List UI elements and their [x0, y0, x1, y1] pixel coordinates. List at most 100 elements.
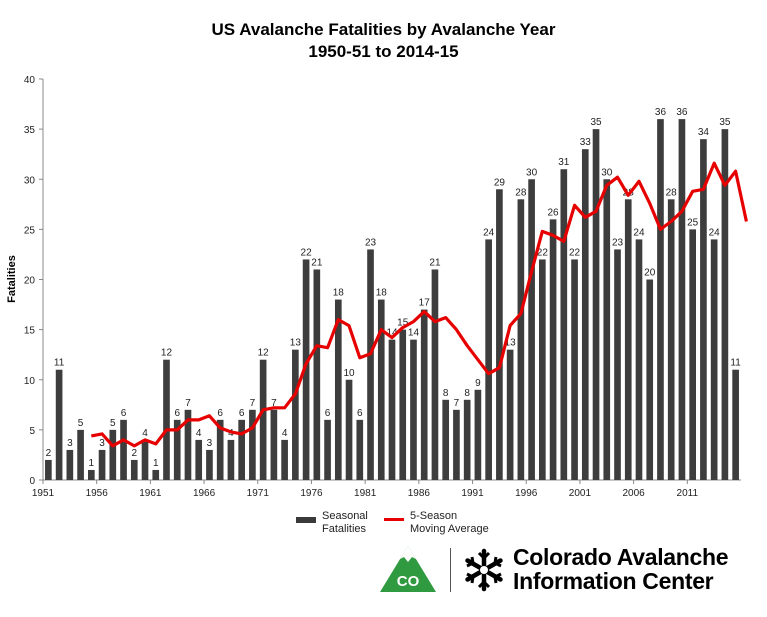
snowflake-icon	[465, 548, 503, 592]
bar-data-label: 5	[110, 418, 116, 429]
y-tick-label: 10	[24, 376, 36, 387]
bar-data-label: 24	[633, 227, 645, 238]
bar	[560, 169, 568, 480]
org-name-line1: Colorado Avalanche	[513, 544, 729, 570]
bar	[485, 239, 492, 480]
org-name-line2: Information Center	[513, 568, 714, 594]
bar-data-label: 20	[644, 268, 656, 279]
bar-data-label: 24	[709, 227, 721, 238]
logo-divider	[450, 548, 451, 592]
x-tick-label: 1996	[515, 488, 538, 499]
bar	[624, 199, 632, 481]
y-tick-label: 0	[29, 476, 35, 487]
bar	[700, 139, 707, 480]
bar-data-label: 35	[590, 117, 602, 128]
bar	[528, 179, 535, 480]
legend-line-label-line1: 5-Season	[410, 510, 458, 522]
x-tick-label: 1981	[354, 488, 377, 499]
chart-title: US Avalanche Fatalities by Avalanche Yea…	[211, 20, 556, 39]
bar	[646, 279, 654, 480]
bar	[216, 419, 224, 480]
caic-logo: CO Colorado Avalanche Information Center	[378, 544, 758, 594]
y-tick-label: 35	[24, 125, 36, 136]
bar-data-label: 17	[419, 298, 431, 309]
bar-data-label: 15	[397, 318, 409, 329]
bar	[367, 249, 374, 480]
x-tick-label: 1986	[408, 488, 431, 499]
bar-data-label: 28	[515, 187, 527, 198]
bar-data-label: 28	[666, 187, 678, 198]
bar	[410, 339, 417, 480]
legend-line-label-line2: Moving Average	[410, 523, 489, 535]
bar	[657, 119, 664, 480]
bar-data-label: 31	[558, 157, 570, 168]
x-tick-label: 1976	[300, 488, 323, 499]
bar-data-label: 18	[376, 288, 388, 299]
bar	[689, 229, 697, 480]
x-tick-label: 1991	[461, 488, 484, 499]
bar	[66, 449, 74, 480]
legend-line-swatch	[384, 518, 404, 521]
y-tick-label: 20	[24, 276, 36, 287]
x-tick-label: 1951	[32, 488, 55, 499]
bar-data-label: 2	[46, 448, 52, 459]
bar-data-label: 1	[153, 458, 159, 469]
bar-data-label: 6	[217, 408, 223, 419]
bar-data-label: 12	[258, 348, 270, 359]
bar-data-label: 8	[443, 388, 449, 399]
bar	[474, 389, 482, 480]
y-tick-label: 25	[24, 225, 36, 236]
bar	[356, 419, 364, 480]
bar-data-label: 14	[408, 328, 420, 339]
bar-data-label: 3	[67, 438, 73, 449]
bar	[463, 399, 471, 480]
bar	[581, 149, 589, 481]
bar-data-label: 22	[537, 247, 549, 258]
bar	[678, 119, 686, 480]
bar	[195, 439, 203, 480]
x-tick-label: 2011	[677, 488, 699, 499]
bar	[377, 299, 385, 480]
bar	[399, 329, 407, 480]
bar-data-label: 6	[121, 408, 127, 419]
bar-data-label: 34	[698, 127, 710, 138]
bar	[109, 429, 117, 480]
bar-data-label: 36	[655, 107, 667, 118]
bar-data-label: 11	[730, 358, 741, 369]
bar-data-label: 6	[174, 408, 180, 419]
bar-data-label: 26	[548, 207, 560, 218]
x-tick-label: 2006	[622, 488, 645, 499]
bar-data-label: 33	[580, 137, 592, 148]
bar	[302, 259, 310, 480]
bar-data-label: 9	[475, 378, 481, 389]
bar-data-label: 30	[601, 167, 613, 178]
bar	[324, 419, 331, 480]
bar	[710, 239, 718, 480]
bar	[667, 199, 675, 481]
bar-data-label: 13	[290, 338, 302, 349]
bar	[163, 359, 170, 480]
bar	[732, 369, 739, 480]
bar-data-label: 10	[343, 368, 355, 379]
bar	[292, 349, 299, 480]
bar-data-label: 18	[333, 288, 345, 299]
bar	[388, 339, 396, 480]
bar	[517, 199, 525, 481]
bar-data-label: 36	[676, 107, 688, 118]
bar	[152, 469, 160, 480]
bar	[506, 349, 514, 480]
bar-data-label: 14	[386, 328, 398, 339]
bar-data-label: 11	[54, 358, 65, 369]
bar-data-label: 3	[207, 438, 213, 449]
x-tick-label: 1961	[139, 488, 162, 499]
bar	[184, 409, 192, 480]
bar-data-label: 7	[271, 398, 277, 409]
bar-data-label: 21	[311, 257, 323, 268]
x-tick-label: 1966	[193, 488, 216, 499]
bar-data-label: 3	[99, 438, 105, 449]
bar-data-label: 5	[78, 418, 84, 429]
moving-average-line	[91, 161, 748, 448]
bar	[345, 379, 353, 480]
bar	[141, 439, 149, 480]
bar	[270, 409, 278, 480]
